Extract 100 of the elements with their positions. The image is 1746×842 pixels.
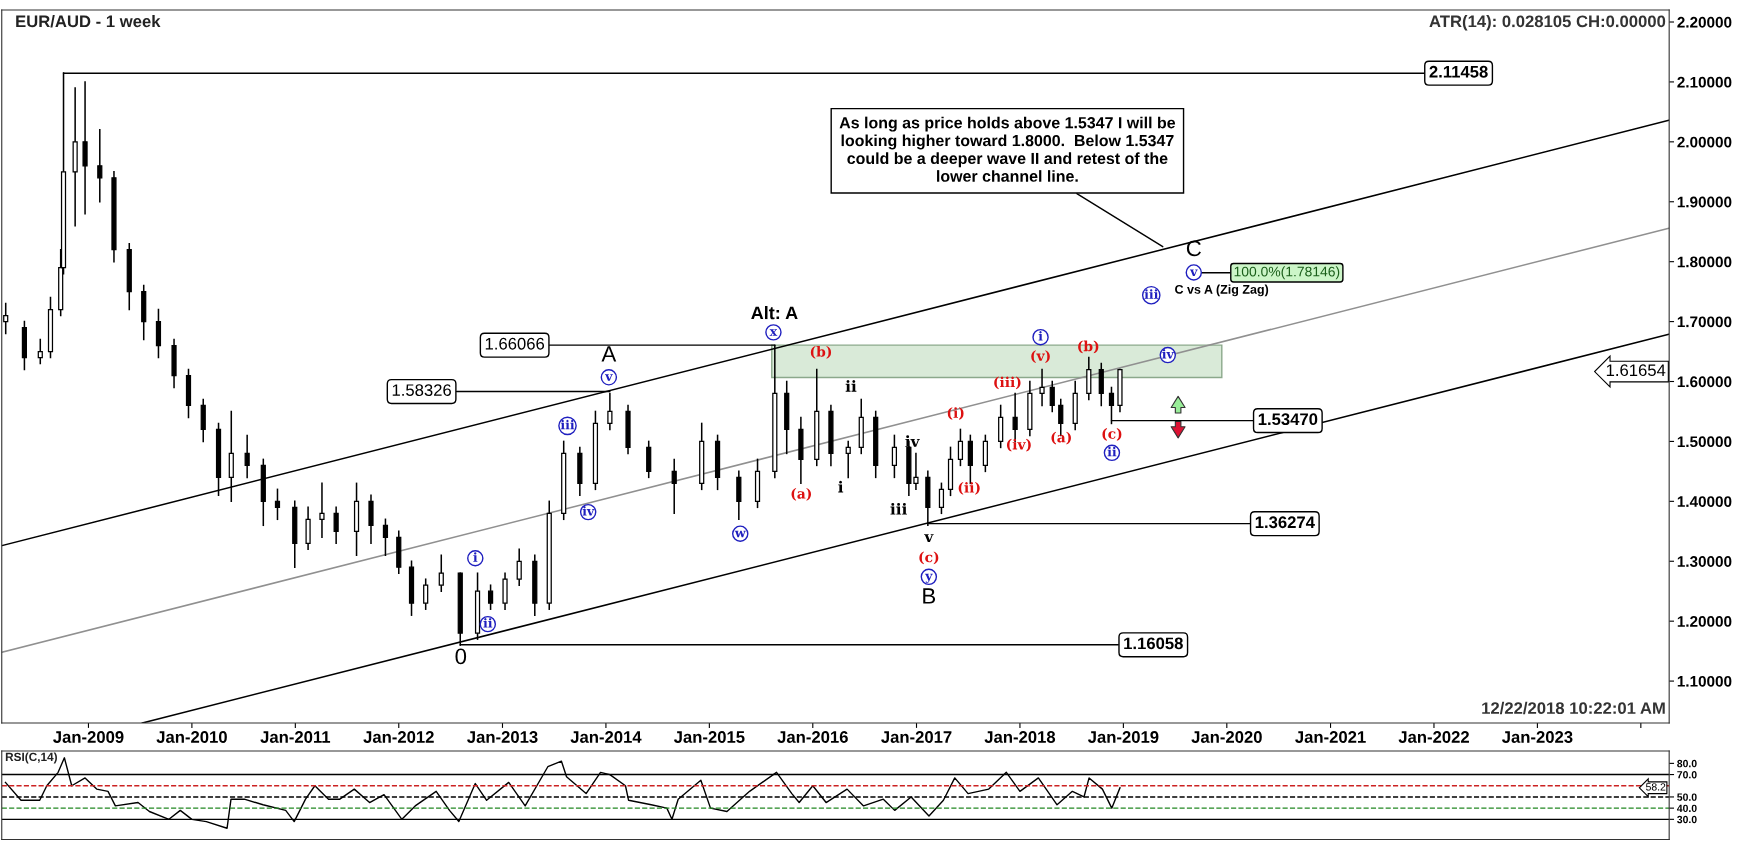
annotation: 1.58326 [392, 384, 451, 397]
annotation: (c) [1102, 428, 1122, 441]
candlestick [891, 434, 898, 479]
candlestick [646, 440, 652, 479]
annotation: (iv) [1006, 438, 1031, 452]
chart-title: EUR/AUD - 1 week [16, 15, 161, 28]
candlestick [382, 518, 389, 557]
candlestick [1049, 380, 1055, 413]
candlestick [1098, 362, 1104, 407]
annotation: i [838, 480, 844, 493]
annotation: iii [1144, 289, 1159, 299]
annotation: 1.61654 [1606, 364, 1666, 377]
x-tick-label: Jan-2017 [881, 731, 952, 743]
candlestick [368, 494, 374, 545]
candlestick [982, 434, 988, 473]
x-tick-label: Jan-2011 [260, 731, 331, 743]
annotation: (iii) [994, 376, 1021, 390]
y-tick-label: 1.40000 [1677, 496, 1732, 508]
candlestick [244, 434, 250, 479]
y-tick-label: 1.80000 [1677, 256, 1732, 268]
annotation: (b) [810, 346, 832, 359]
annotation: 100.0%(1.78146) [1234, 266, 1340, 280]
annotation: 2.11458 [1429, 65, 1488, 78]
candlestick [516, 548, 522, 586]
annotation: A [601, 346, 617, 362]
y-tick-label: 1.60000 [1677, 376, 1732, 388]
annotation: (i) [947, 407, 964, 420]
annotation: 12/22/2018 10:22:01 AM [1482, 701, 1665, 715]
candlestick [333, 506, 339, 545]
candlestick [228, 410, 234, 503]
annotation: ii [483, 618, 493, 628]
candlestick [957, 428, 964, 467]
x-tick-label: Jan-2019 [1087, 731, 1159, 743]
chart-title: RSI(C,14) [5, 752, 57, 764]
annotation: C vs A (Zig Zag) [1175, 284, 1269, 297]
candlestick [155, 308, 162, 359]
x-tick-label: Jan-2009 [53, 731, 124, 743]
annotation: v [1189, 269, 1198, 276]
x-tick-label: Jan-2013 [467, 731, 538, 743]
y-tick-label: 1.30000 [1677, 556, 1732, 567]
annotation: w [734, 530, 746, 538]
candlestick [845, 440, 851, 479]
candlestick [274, 488, 281, 521]
annotation: Alt: A [751, 305, 798, 320]
annotation: ATR(14): 0.028105 CH:0.00000 [1429, 15, 1666, 31]
annotation: As long as price holds above 1.5347 I will be looking higher toward 1.8000. Below 1.5347 could be a deeper wave II and retest of the lower channel line. [839, 116, 1176, 182]
annotation: (b) [1078, 340, 1099, 354]
annotation: (ii) [958, 482, 980, 495]
annotation: 1.16058 [1124, 637, 1183, 650]
annotation: ii [1107, 446, 1117, 457]
annotation: 0 [455, 648, 467, 665]
annotation: ii [845, 380, 857, 392]
y-tick-label: 50.0 [1677, 793, 1697, 801]
x-tick-label: Jan-2022 [1398, 731, 1469, 743]
annotation: x [769, 329, 778, 336]
candlestick [671, 458, 677, 515]
candlestick [97, 129, 103, 203]
y-tick-label: 1.10000 [1677, 675, 1732, 687]
annotation: 1.36274 [1255, 516, 1315, 529]
annotation: (v) [1031, 350, 1050, 363]
candlestick [487, 584, 494, 610]
candlestick [998, 404, 1004, 449]
annotation: i [1038, 331, 1043, 341]
candlestick [438, 554, 444, 592]
y-tick-label: 40.0 [1676, 804, 1697, 813]
candlestick [82, 81, 88, 215]
y-tick-label: 1.50000 [1677, 436, 1732, 448]
x-tick-label: Jan-2010 [156, 731, 227, 743]
annotation: 58.2 [1645, 783, 1666, 791]
x-tick-label: Jan-2012 [363, 731, 434, 743]
candlestick [319, 482, 325, 539]
annotation: B [923, 588, 936, 604]
candlestick [913, 452, 919, 491]
annotation: v [924, 534, 934, 543]
candlestick [423, 578, 429, 610]
y-tick-label: 2.00000 [1677, 136, 1732, 148]
annotation: (c) [919, 551, 939, 565]
candlestick [938, 482, 945, 515]
candlestick [736, 470, 742, 521]
y-tick-label: 30.0 [1677, 815, 1697, 824]
annotation: i [473, 552, 478, 562]
annotation: 1.53470 [1258, 413, 1318, 426]
annotation: iii [890, 502, 907, 515]
y-tick-label: 80.0 [1677, 759, 1697, 768]
annotation: v [605, 374, 613, 381]
x-tick-label: Jan-2014 [570, 731, 642, 743]
x-tick-label: Jan-2021 [1295, 731, 1366, 743]
annotation: (a) [1051, 431, 1071, 445]
annotation: 1.66066 [485, 337, 545, 350]
candlestick [305, 506, 311, 551]
annotation: iv [905, 435, 920, 447]
annotation: y [925, 573, 933, 583]
candlestick [200, 398, 206, 443]
y-tick-label: 1.90000 [1677, 196, 1732, 208]
candlestick [502, 572, 508, 610]
candlestick [3, 302, 9, 335]
y-tick-label: 2.20000 [1677, 16, 1732, 28]
x-tick-label: Jan-2023 [1501, 731, 1573, 743]
x-tick-label: Jan-2020 [1191, 731, 1262, 743]
annotation: iv [1162, 349, 1175, 359]
